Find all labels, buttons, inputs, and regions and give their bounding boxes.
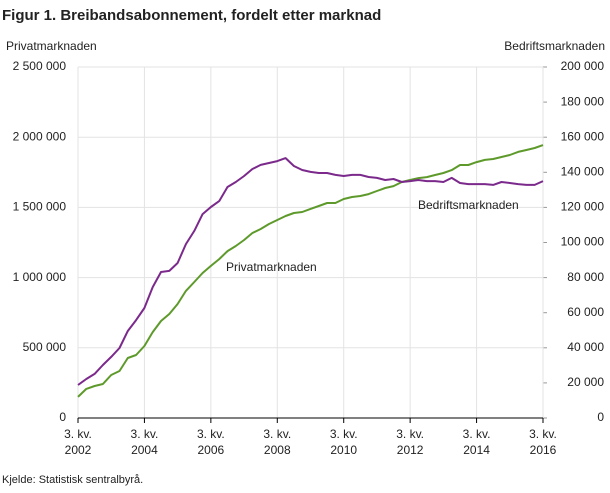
y2-tick-label: 60 000 [567,305,604,319]
series-label: Privatmarknaden [226,260,317,274]
source: Kjelde: Statistisk sentralbyrå. [2,474,143,486]
y2-tick-label: 100 000 [561,235,605,249]
y2-tick-label: 140 000 [561,164,605,178]
y-tick-label: 1 500 000 [13,200,67,214]
x-tick-label: 3. kv. 2004 [131,427,159,457]
y2-tick-label: 20 000 [567,375,604,389]
y-axis-title: Privatmarknaden [6,39,97,53]
y-tick-label: 500 000 [23,340,67,354]
series-label: Bedriftsmarknaden [418,198,519,212]
x-tick-label: 3. kv. 2006 [197,427,225,457]
y-tick-label: 0 [59,410,66,424]
chart-title: Figur 1. Breibandsabonnement, fordelt et… [2,7,381,24]
y2-tick-label: 160 000 [561,129,605,143]
x-tick-label: 3. kv. 2010 [330,427,358,457]
x-tick-label: 3. kv. 2012 [396,427,424,457]
y2-tick-label: 0 [597,410,604,424]
y-tick-label: 2 500 000 [13,59,67,73]
y2-tick-label: 40 000 [567,340,604,354]
x-tick-label: 3. kv. 2016 [529,427,557,457]
x-tick-label: 3. kv. 2002 [64,427,92,457]
series-line [77,144,544,398]
y-tick-label: 2 000 000 [13,129,67,143]
x-tick-label: 3. kv. 2008 [263,427,291,457]
y2-axis-title: Bedriftsmarknaden [504,39,605,53]
y2-tick-label: 180 000 [561,94,605,108]
x-tick-label: 3. kv. 2014 [463,427,491,457]
y2-tick-label: 80 000 [567,270,604,284]
series-line [77,157,544,386]
y2-tick-label: 200 000 [561,59,605,73]
y2-tick-label: 120 000 [561,200,605,214]
y-tick-label: 1 000 000 [13,270,67,284]
